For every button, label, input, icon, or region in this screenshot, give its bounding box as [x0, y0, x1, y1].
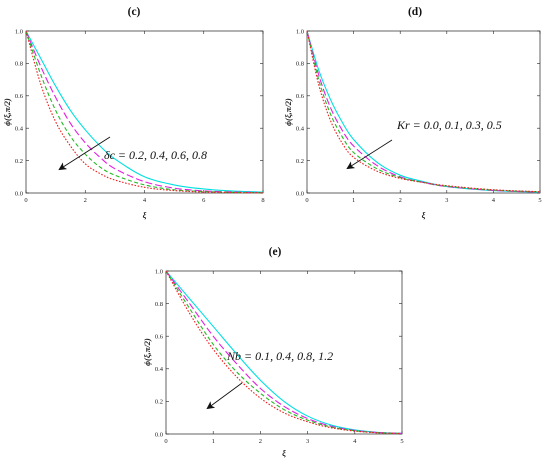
x-tick-label: 4: [492, 197, 496, 204]
y-tick-label: 0.6: [15, 93, 24, 100]
y-tick-label: 0.8: [296, 61, 304, 68]
series-line-2: [306, 30, 541, 193]
y-tick-label: 0.8: [15, 61, 23, 68]
panel-label: (c): [128, 6, 141, 18]
x-tick-label: 2: [84, 197, 87, 204]
x-tick-label: 8: [261, 197, 264, 204]
x-tick-label: 1: [212, 438, 215, 445]
y-tick-label: 0.0: [155, 431, 163, 438]
x-tick-label: 0: [24, 197, 27, 204]
plot-frame: [306, 30, 541, 194]
series-line-4: [25, 30, 264, 194]
y-axis-label: ϕ(ξ,π/2): [2, 98, 12, 126]
y-tick-label: 0.6: [296, 93, 305, 100]
y-tick-label: 0.6: [155, 334, 164, 341]
annotation-arrow: [206, 382, 243, 410]
series-line-1: [306, 30, 541, 193]
annotation-arrow: [346, 139, 393, 170]
panel-label: (e): [269, 246, 282, 258]
series-line-1: [25, 30, 264, 193]
y-tick-label: 1.0: [15, 28, 23, 35]
chart-panel-2: (d) 0 1 2 3 4 5 0.0 0.2 0.4 0.6 0.8 1.0 ξ ϕ(ξ,π/2) Kr =…: [283, 6, 542, 220]
annotation-text: Nb = 0.1, 0.4, 0.8, 1.2: [226, 349, 333, 363]
x-tick-label: 4: [353, 438, 357, 445]
y-tick-label: 0.2: [155, 399, 163, 406]
y-tick-label: 0.2: [296, 158, 304, 165]
y-tick-label: 1.0: [155, 268, 163, 275]
series-line-3: [306, 30, 541, 193]
x-tick-label: 3: [306, 438, 309, 445]
x-tick-label: 0: [305, 197, 308, 204]
y-tick-label: 0.4: [15, 126, 24, 133]
x-axis-label: ξ: [143, 210, 147, 220]
annotation-arrow: [58, 136, 111, 171]
y-tick-label: 0.0: [296, 190, 304, 197]
annotation-text: Kr = 0.0, 0.1, 0.3, 0.5: [396, 118, 502, 132]
x-axis-label: ξ: [422, 210, 426, 220]
y-tick-label: 0.2: [15, 158, 23, 165]
plot-frame: [25, 30, 264, 194]
x-tick-label: 5: [538, 197, 541, 204]
y-tick-label: 0.4: [296, 126, 305, 133]
y-tick-label: 0.4: [155, 366, 164, 373]
chart-panel-1: (c) 0 2 4 6 8 0.0 0.2 0.4 0.6 0.8 1.0 ξ ϕ(ξ,π/2) δc = …: [2, 6, 265, 220]
y-axis-label: ϕ(ξ,π/2): [142, 338, 152, 366]
series-line-3: [165, 270, 403, 435]
series-line-2: [25, 30, 264, 194]
chart-panel-3: (e) 0 1 2 3 4 5 0.0 0.2 0.4 0.6 0.8 1.0 ξ ϕ(ξ,π/2) Nb =…: [142, 246, 404, 458]
y-tick-label: 0.8: [155, 301, 163, 308]
y-axis-label: ϕ(ξ,π/2): [283, 98, 293, 126]
series-line-4: [306, 30, 541, 193]
x-tick-label: 2: [399, 197, 402, 204]
x-tick-label: 5: [400, 438, 403, 445]
y-tick-label: 0.0: [15, 190, 23, 197]
panel-label: (d): [408, 6, 422, 18]
x-tick-label: 0: [164, 438, 167, 445]
x-tick-label: 4: [143, 197, 147, 204]
x-tick-label: 2: [259, 438, 262, 445]
annotation-text: δc = 0.2, 0.4, 0.6, 0.8: [104, 148, 207, 162]
x-tick-label: 6: [202, 197, 206, 204]
y-tick-label: 1.0: [296, 28, 304, 35]
x-tick-label: 3: [445, 197, 448, 204]
plot-frame: [165, 270, 403, 435]
x-axis-label: ξ: [282, 448, 286, 458]
series-line-3: [25, 30, 264, 194]
x-tick-label: 1: [352, 197, 355, 204]
series-line-2: [165, 270, 403, 434]
